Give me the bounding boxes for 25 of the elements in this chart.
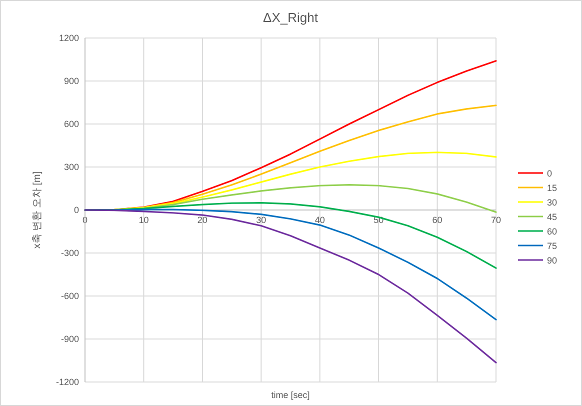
legend-label: 45	[547, 212, 558, 222]
legend-label: 30	[547, 198, 558, 208]
y-tick-label: -600	[60, 291, 79, 301]
x-tick-label: 60	[432, 215, 442, 225]
x-tick-label: 30	[256, 215, 266, 225]
y-tick-label: -1200	[56, 377, 79, 387]
y-tick-label: 900	[64, 76, 79, 86]
legend-label: 0	[547, 168, 552, 178]
y-tick-label: 600	[64, 119, 79, 129]
y-tick-label: -300	[60, 248, 79, 258]
legend-label: 60	[547, 226, 558, 236]
y-tick-label: -900	[60, 334, 79, 344]
legend-label: 90	[547, 256, 558, 266]
y-tick-label: 1200	[58, 33, 79, 43]
legend-label: 75	[547, 241, 558, 251]
legend-label: 15	[547, 183, 558, 193]
x-axis-title: time [sec]	[271, 390, 310, 400]
y-axis-title: x축 변환 오차 [m]	[32, 171, 43, 249]
y-tick-label: 0	[74, 205, 79, 215]
x-tick-label: 40	[314, 215, 325, 225]
x-tick-label: 20	[197, 215, 208, 225]
chart-title: ΔX_Right	[263, 10, 318, 25]
x-tick-label: 10	[138, 215, 149, 225]
x-tick-label: 70	[490, 215, 502, 225]
y-tick-label: 300	[64, 162, 79, 172]
